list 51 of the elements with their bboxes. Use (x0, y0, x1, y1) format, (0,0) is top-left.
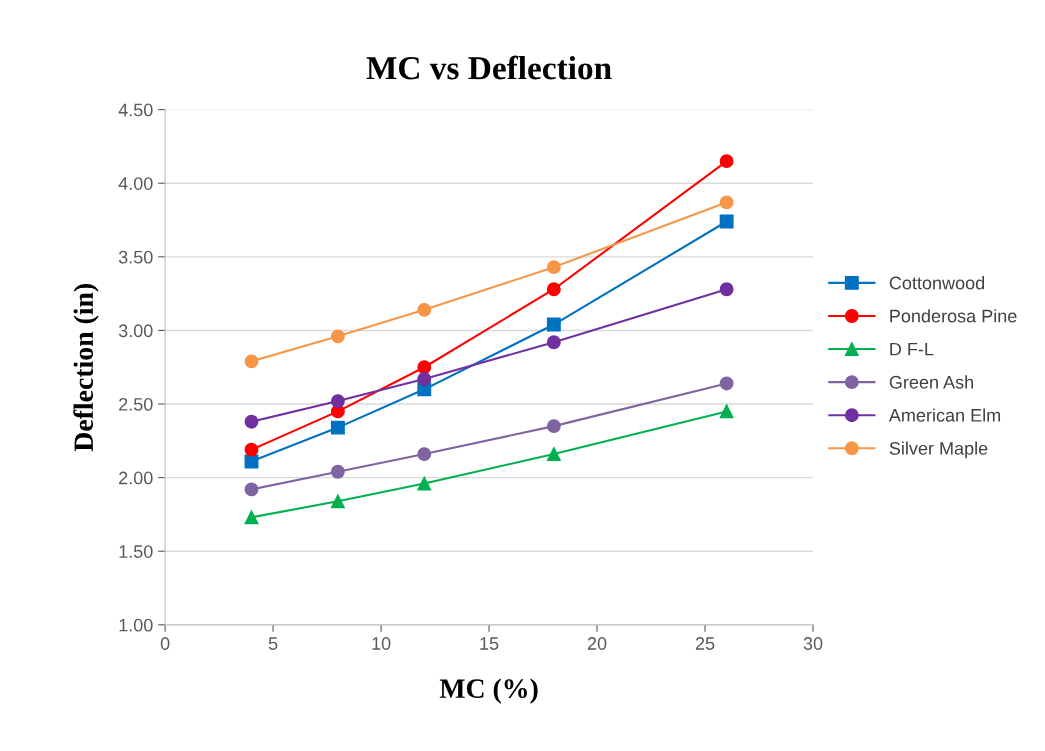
y-tick-label: 1.50 (119, 545, 153, 558)
point (244, 510, 259, 525)
point (719, 282, 734, 297)
y-tick-label: 2.50 (119, 397, 153, 411)
point (244, 442, 259, 457)
y-tick-label: 4.00 (118, 177, 153, 190)
point (546, 447, 561, 462)
y-tick-label: 2.00 (119, 471, 153, 485)
x-tick-label: 5 (268, 637, 278, 650)
x-tick-label: 15 (480, 637, 499, 650)
point (244, 482, 259, 497)
y-tick-label: 4.50 (118, 103, 153, 117)
point (417, 302, 432, 317)
point (417, 447, 432, 462)
point (546, 260, 561, 275)
x-tick-label: 30 (803, 637, 823, 650)
point (719, 376, 734, 391)
x-axis-title: MC (%) (439, 678, 538, 704)
point (719, 214, 734, 229)
x-tick-label: 20 (587, 637, 607, 650)
point (719, 195, 734, 210)
point (417, 372, 432, 386)
point (330, 394, 345, 409)
point (330, 329, 345, 344)
point (330, 420, 345, 435)
legend-label: Ponderosa Pine (890, 309, 1017, 323)
x-tick-label: 25 (695, 637, 715, 650)
point (719, 404, 734, 419)
point (417, 360, 432, 375)
point (546, 335, 561, 350)
point (330, 494, 345, 509)
y-tick-label: 3.00 (118, 324, 153, 338)
x-tick-label: 10 (372, 637, 391, 650)
point (719, 154, 734, 169)
point (546, 317, 561, 332)
x-tick-label: 0 (160, 637, 170, 650)
y-axis-title: Deflection (in) (73, 283, 99, 452)
chart-title: MC vs Deflection (366, 55, 612, 80)
legend-label: Green Ash (889, 375, 973, 389)
legend-label: Cottonwood (889, 276, 985, 290)
y-tick-label: 1.00 (119, 618, 153, 632)
point (244, 354, 259, 369)
point (546, 282, 561, 297)
point (417, 476, 432, 491)
point (244, 414, 259, 429)
legend-label: D F-L (890, 342, 934, 356)
legend-label: American Elm (888, 408, 1001, 422)
point (546, 419, 561, 434)
point (330, 464, 345, 479)
legend-label: Silver Maple (889, 441, 988, 459)
y-tick-label: 3.50 (118, 250, 153, 264)
